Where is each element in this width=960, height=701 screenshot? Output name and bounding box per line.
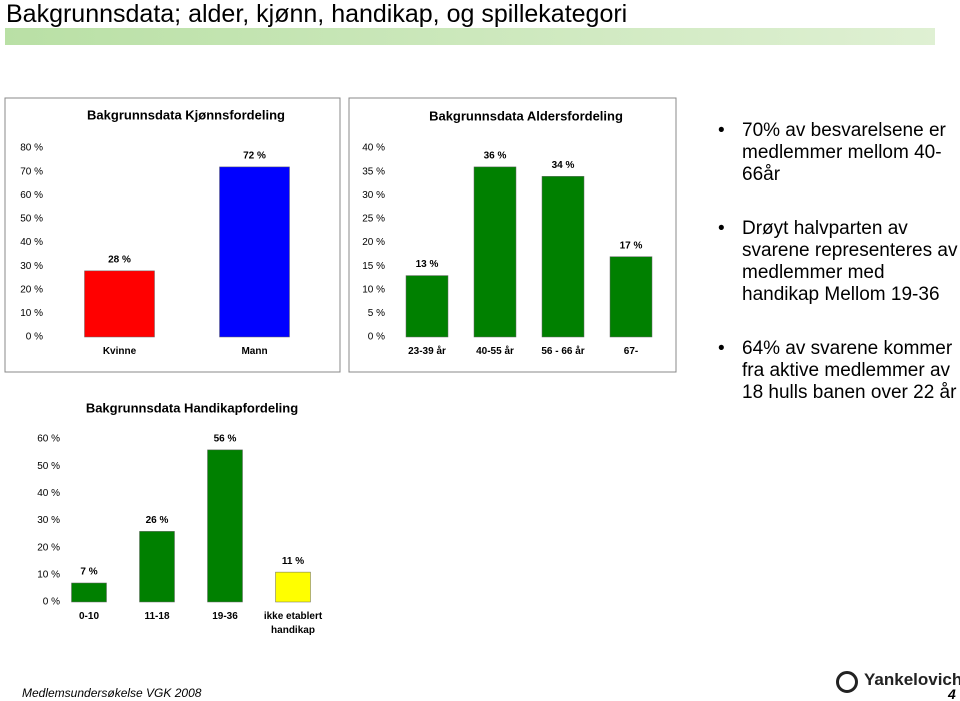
chart-frame: [348, 97, 677, 373]
bullet: 70% av besvarelsene er medlemmer mellom …: [718, 120, 958, 186]
y-tick-label: 40 %: [20, 237, 43, 248]
y-tick-label: 0 %: [368, 332, 385, 343]
bullet: Drøyt halvparten av svarene representere…: [718, 218, 958, 306]
bar: [207, 449, 243, 603]
y-tick-label: 50 %: [37, 461, 60, 472]
footer-source: Medlemsundersøkelse VGK 2008: [22, 686, 202, 700]
data-label: 17 %: [620, 240, 643, 251]
bar: [84, 270, 155, 338]
x-tick-label: 19-36: [212, 611, 238, 622]
data-label: 26 %: [146, 515, 169, 526]
y-tick-label: 60 %: [20, 190, 43, 201]
data-label: 72 %: [243, 151, 266, 162]
x-tick-label: 23-39 år: [408, 346, 446, 357]
y-tick-label: 15 %: [362, 261, 385, 272]
y-tick-label: 5 %: [368, 308, 385, 319]
data-label: 11 %: [282, 556, 304, 567]
x-tick-label-box: 19-36: [212, 611, 238, 622]
bar: [275, 571, 311, 603]
x-tick-label: 67-: [623, 346, 639, 357]
chart-title: Bakgrunnsdata Aldersfordeling: [429, 108, 623, 123]
slide-title: Bakgrunnsdata; alder, kjønn, handikap, o…: [6, 0, 628, 28]
y-tick-label: 30 %: [20, 261, 43, 272]
data-label: 28 %: [108, 254, 131, 265]
bar: [219, 166, 290, 338]
y-tick-label: 20 %: [37, 542, 60, 553]
x-tick-label: 56 - 66 år: [541, 346, 585, 357]
chart-title: Bakgrunnsdata Handikapfordeling: [86, 400, 298, 415]
bullet: 64% av svarene kommer fra aktive medlemm…: [718, 338, 958, 404]
x-tick-label: Kvinne: [102, 346, 137, 357]
bar: [473, 166, 517, 338]
y-tick-label: 20 %: [362, 237, 385, 248]
x-tick-label: ikke etablert handikap: [263, 611, 323, 636]
y-tick-label: 50 %: [20, 214, 43, 225]
data-label: 56 %: [214, 434, 237, 445]
x-tick-label-box: Mann: [241, 346, 268, 357]
y-tick-label: 70 %: [20, 166, 43, 177]
y-tick-label: 60 %: [37, 434, 60, 445]
data-label: 7 %: [80, 567, 97, 578]
y-tick-label: 30 %: [362, 190, 385, 201]
x-tick-label-box: ikke etablert handikap: [263, 611, 323, 636]
title-band: [5, 28, 935, 45]
page-number: 4: [948, 686, 956, 701]
y-tick-label: 25 %: [362, 214, 385, 225]
x-tick-label-box: 40-55 år: [476, 346, 514, 357]
bar: [541, 176, 585, 338]
x-tick-label: 0-10: [78, 611, 99, 622]
bar: [609, 256, 653, 338]
y-tick-label: 10 %: [20, 308, 43, 319]
y-tick-label: 0 %: [43, 597, 60, 608]
x-tick-label-box: 67-: [623, 346, 639, 357]
y-tick-label: 0 %: [26, 332, 43, 343]
chart-frame: [4, 97, 341, 373]
y-tick-label: 35 %: [362, 166, 385, 177]
chart-title: Bakgrunnsdata Kjønnsfordeling: [87, 107, 285, 122]
bar: [405, 275, 449, 338]
y-tick-label: 20 %: [20, 284, 43, 295]
x-tick-label: Mann: [241, 346, 268, 357]
y-tick-label: 40 %: [37, 488, 60, 499]
y-tick-label: 40 %: [362, 143, 385, 154]
x-tick-label-box: 56 - 66 år: [541, 346, 585, 357]
data-label: 34 %: [552, 160, 575, 171]
bar: [139, 531, 175, 603]
y-tick-label: 10 %: [37, 569, 60, 580]
x-tick-label: 40-55 år: [476, 346, 514, 357]
x-tick-label-box: 11-18: [144, 611, 170, 622]
logo-mark: [836, 671, 858, 693]
x-tick-label: 11-18: [144, 611, 170, 622]
logo: Yankelovich: [864, 670, 960, 689]
y-tick-label: 30 %: [37, 515, 60, 526]
y-tick-label: 10 %: [362, 284, 385, 295]
x-tick-label-box: 23-39 år: [408, 346, 446, 357]
data-label: 13 %: [416, 259, 439, 270]
bar: [71, 582, 107, 603]
x-tick-label-box: 0-10: [78, 611, 99, 622]
x-tick-label-box: Kvinne: [102, 346, 137, 357]
data-label: 36 %: [484, 151, 507, 162]
y-tick-label: 80 %: [20, 143, 43, 154]
